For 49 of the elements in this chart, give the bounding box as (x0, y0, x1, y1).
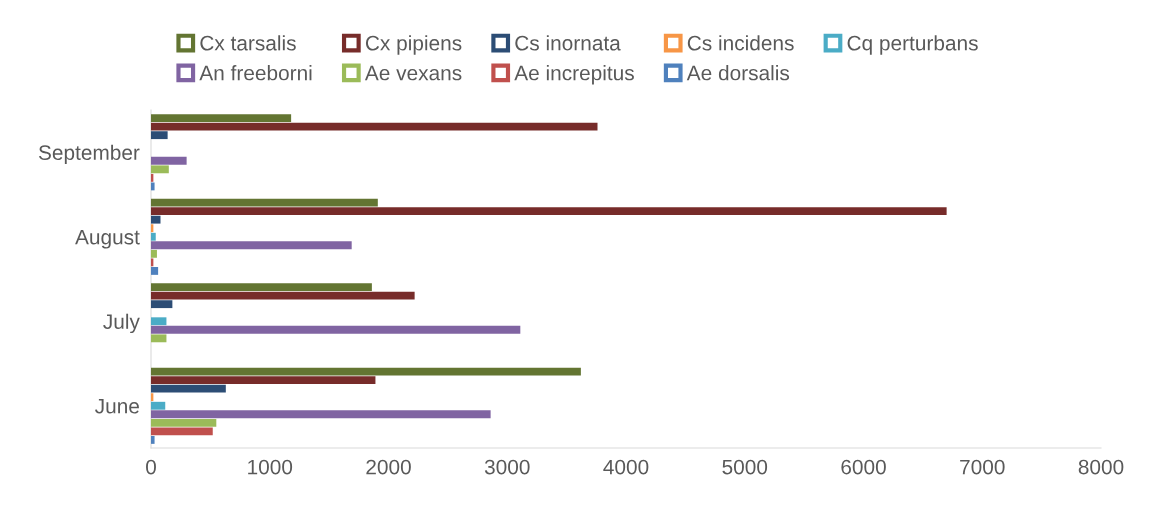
bar (151, 232, 156, 241)
y-tick-label: August (75, 229, 140, 249)
legend-label: Ae increpitus (514, 65, 634, 85)
legend-label: Cq perturbans (847, 35, 978, 55)
bar (151, 182, 155, 191)
bar (151, 283, 372, 291)
bar (151, 325, 521, 334)
bar (151, 241, 352, 250)
y-tick-label: September (38, 144, 140, 165)
bar (151, 418, 217, 427)
x-tick-label: 6000 (841, 459, 886, 475)
bar (151, 215, 161, 224)
bar (151, 367, 581, 376)
x-tick-label: 3000 (484, 459, 530, 475)
bar (151, 376, 376, 385)
x-tick-label: 5000 (722, 459, 768, 475)
bar (151, 156, 187, 165)
x-tick-label: 4000 (603, 459, 649, 475)
bar (151, 401, 166, 410)
x-tick-label: 8000 (1078, 459, 1124, 475)
bar (151, 317, 167, 326)
x-tick-label: 0 (146, 459, 156, 475)
y-tick-label: July (103, 313, 140, 334)
legend-label: Cs incidens (687, 35, 794, 51)
x-tick-label: 1000 (248, 459, 293, 475)
legend-label: Cx tarsalis (200, 35, 296, 51)
bar (151, 122, 598, 131)
bar (151, 291, 415, 300)
bar (151, 300, 173, 309)
bar (151, 165, 169, 174)
bar (151, 198, 378, 207)
bar (151, 410, 491, 419)
bar (151, 114, 292, 122)
bar (151, 334, 167, 343)
legend-label: Cs inornata (515, 35, 621, 51)
legend-label: Cx pipiens (365, 35, 462, 55)
x-tick-label: 2000 (366, 459, 411, 475)
y-tick-label: June (95, 398, 139, 414)
bar (151, 384, 226, 393)
x-tick-label: 7000 (960, 459, 1005, 475)
legend-label: An freeborni (199, 65, 312, 81)
bar (151, 207, 947, 216)
bar (151, 249, 157, 258)
bar (151, 427, 213, 436)
legend-label: Ae dorsalis (686, 65, 790, 81)
bar (151, 267, 159, 275)
bar (151, 131, 168, 140)
bar (151, 436, 155, 444)
legend-label: Ae vexans (364, 65, 462, 81)
